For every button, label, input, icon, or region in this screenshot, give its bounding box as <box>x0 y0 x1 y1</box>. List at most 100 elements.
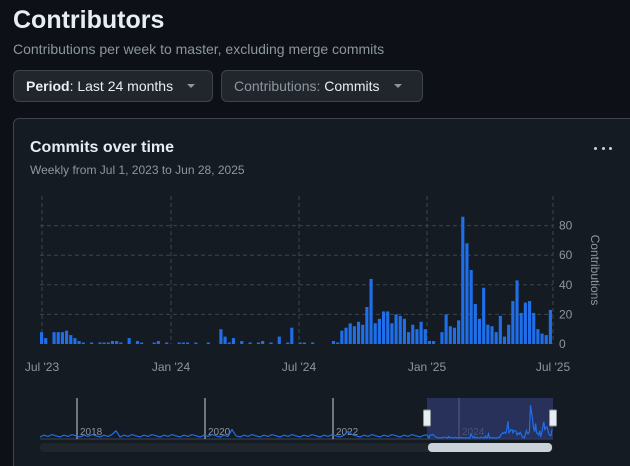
bar <box>348 323 352 344</box>
bar <box>177 342 181 344</box>
bar <box>135 341 140 344</box>
range-navigator[interactable]: 2018202020222024 <box>39 398 557 452</box>
bar <box>269 342 273 344</box>
bar <box>77 341 81 344</box>
bar <box>152 342 156 344</box>
bar <box>515 280 519 344</box>
navigator-handle[interactable] <box>549 409 557 427</box>
bar <box>261 341 265 344</box>
bar <box>361 324 365 344</box>
bar <box>81 342 85 344</box>
bar <box>298 342 302 344</box>
bar <box>544 335 548 344</box>
bar <box>377 318 381 344</box>
bar <box>548 309 552 344</box>
bar <box>507 324 511 344</box>
bar <box>302 342 306 344</box>
navigator-scrollbar-thumb[interactable] <box>428 443 552 452</box>
bar <box>311 342 315 344</box>
bar <box>140 342 144 344</box>
bar <box>382 311 386 344</box>
bar <box>52 332 56 344</box>
bar <box>115 341 119 344</box>
bar <box>519 312 523 344</box>
bar <box>231 338 235 344</box>
x-tick-label: Jan '25 <box>408 360 447 374</box>
y-tick-label: 80 <box>559 219 573 233</box>
bar <box>394 314 398 344</box>
bar <box>127 338 131 344</box>
x-axis-ticks: Jul '23 Jan '24 Jul '24 Jan '25 Jul '25 <box>25 360 571 374</box>
bar <box>240 341 244 344</box>
period-value: Last 24 months <box>77 78 174 94</box>
bar <box>423 329 427 344</box>
bar <box>386 311 390 344</box>
y-tick-label: 40 <box>559 278 573 292</box>
bar <box>40 332 44 344</box>
y-tick-label: 0 <box>559 337 566 351</box>
bar <box>219 329 223 344</box>
contributions-key: Contributions <box>234 78 317 94</box>
navigator-handle[interactable] <box>423 409 431 427</box>
chart-bars <box>40 216 552 344</box>
navigator-scrollbar-track <box>40 443 553 452</box>
bar <box>536 329 540 344</box>
bar <box>469 270 473 344</box>
y-tick-label: 20 <box>559 307 573 321</box>
bar <box>482 287 486 344</box>
bar <box>490 326 494 344</box>
contributions-dropdown[interactable]: Contributions: Commits <box>221 70 423 102</box>
bar <box>44 338 48 344</box>
bar <box>452 327 457 344</box>
x-tick-label: Jul '23 <box>25 360 60 374</box>
bar <box>365 307 369 344</box>
bar <box>69 335 73 344</box>
x-tick-label: Jul '25 <box>536 360 571 374</box>
bar <box>352 326 356 344</box>
bar <box>486 324 490 344</box>
card-title: Commits over time <box>30 139 175 156</box>
bar <box>411 324 415 344</box>
navigator-selection <box>427 398 553 439</box>
bar <box>527 301 532 344</box>
bar <box>498 315 502 344</box>
bar <box>73 338 77 344</box>
bar <box>398 315 402 344</box>
y-axis-label: Contributions <box>588 235 602 306</box>
y-tick-label: 60 <box>559 248 573 262</box>
bar <box>440 332 444 344</box>
page-subtitle: Contributions per week to master, exclud… <box>13 41 385 57</box>
bar <box>402 318 406 344</box>
chevron-down-icon <box>393 84 402 88</box>
bar <box>227 342 231 344</box>
bar <box>419 321 423 344</box>
chevron-down-icon <box>187 84 196 88</box>
bar <box>473 304 477 344</box>
bar <box>444 314 448 344</box>
bar <box>98 342 102 344</box>
navigator-year-label: 2020 <box>208 427 231 438</box>
bar <box>165 342 169 344</box>
bar <box>223 336 227 344</box>
bar <box>56 332 60 344</box>
bar <box>477 318 482 344</box>
bar <box>156 341 160 344</box>
bar <box>286 342 290 344</box>
bar <box>407 332 411 344</box>
bar <box>102 342 106 344</box>
bar <box>185 342 190 344</box>
card-subtitle: Weekly from Jul 1, 2023 to Jun 28, 2025 <box>30 163 245 177</box>
bar <box>461 216 465 344</box>
bar <box>369 278 373 344</box>
period-dropdown[interactable]: Period: Last 24 months <box>13 70 213 102</box>
x-tick-label: Jul '24 <box>282 360 317 374</box>
bar <box>206 342 210 344</box>
bar <box>106 342 110 344</box>
bar <box>256 342 261 344</box>
bar <box>194 342 198 344</box>
bar <box>457 320 461 344</box>
kebab-horizontal-icon[interactable] <box>594 138 612 158</box>
page-title: Contributors <box>13 6 165 34</box>
bar <box>415 329 419 344</box>
